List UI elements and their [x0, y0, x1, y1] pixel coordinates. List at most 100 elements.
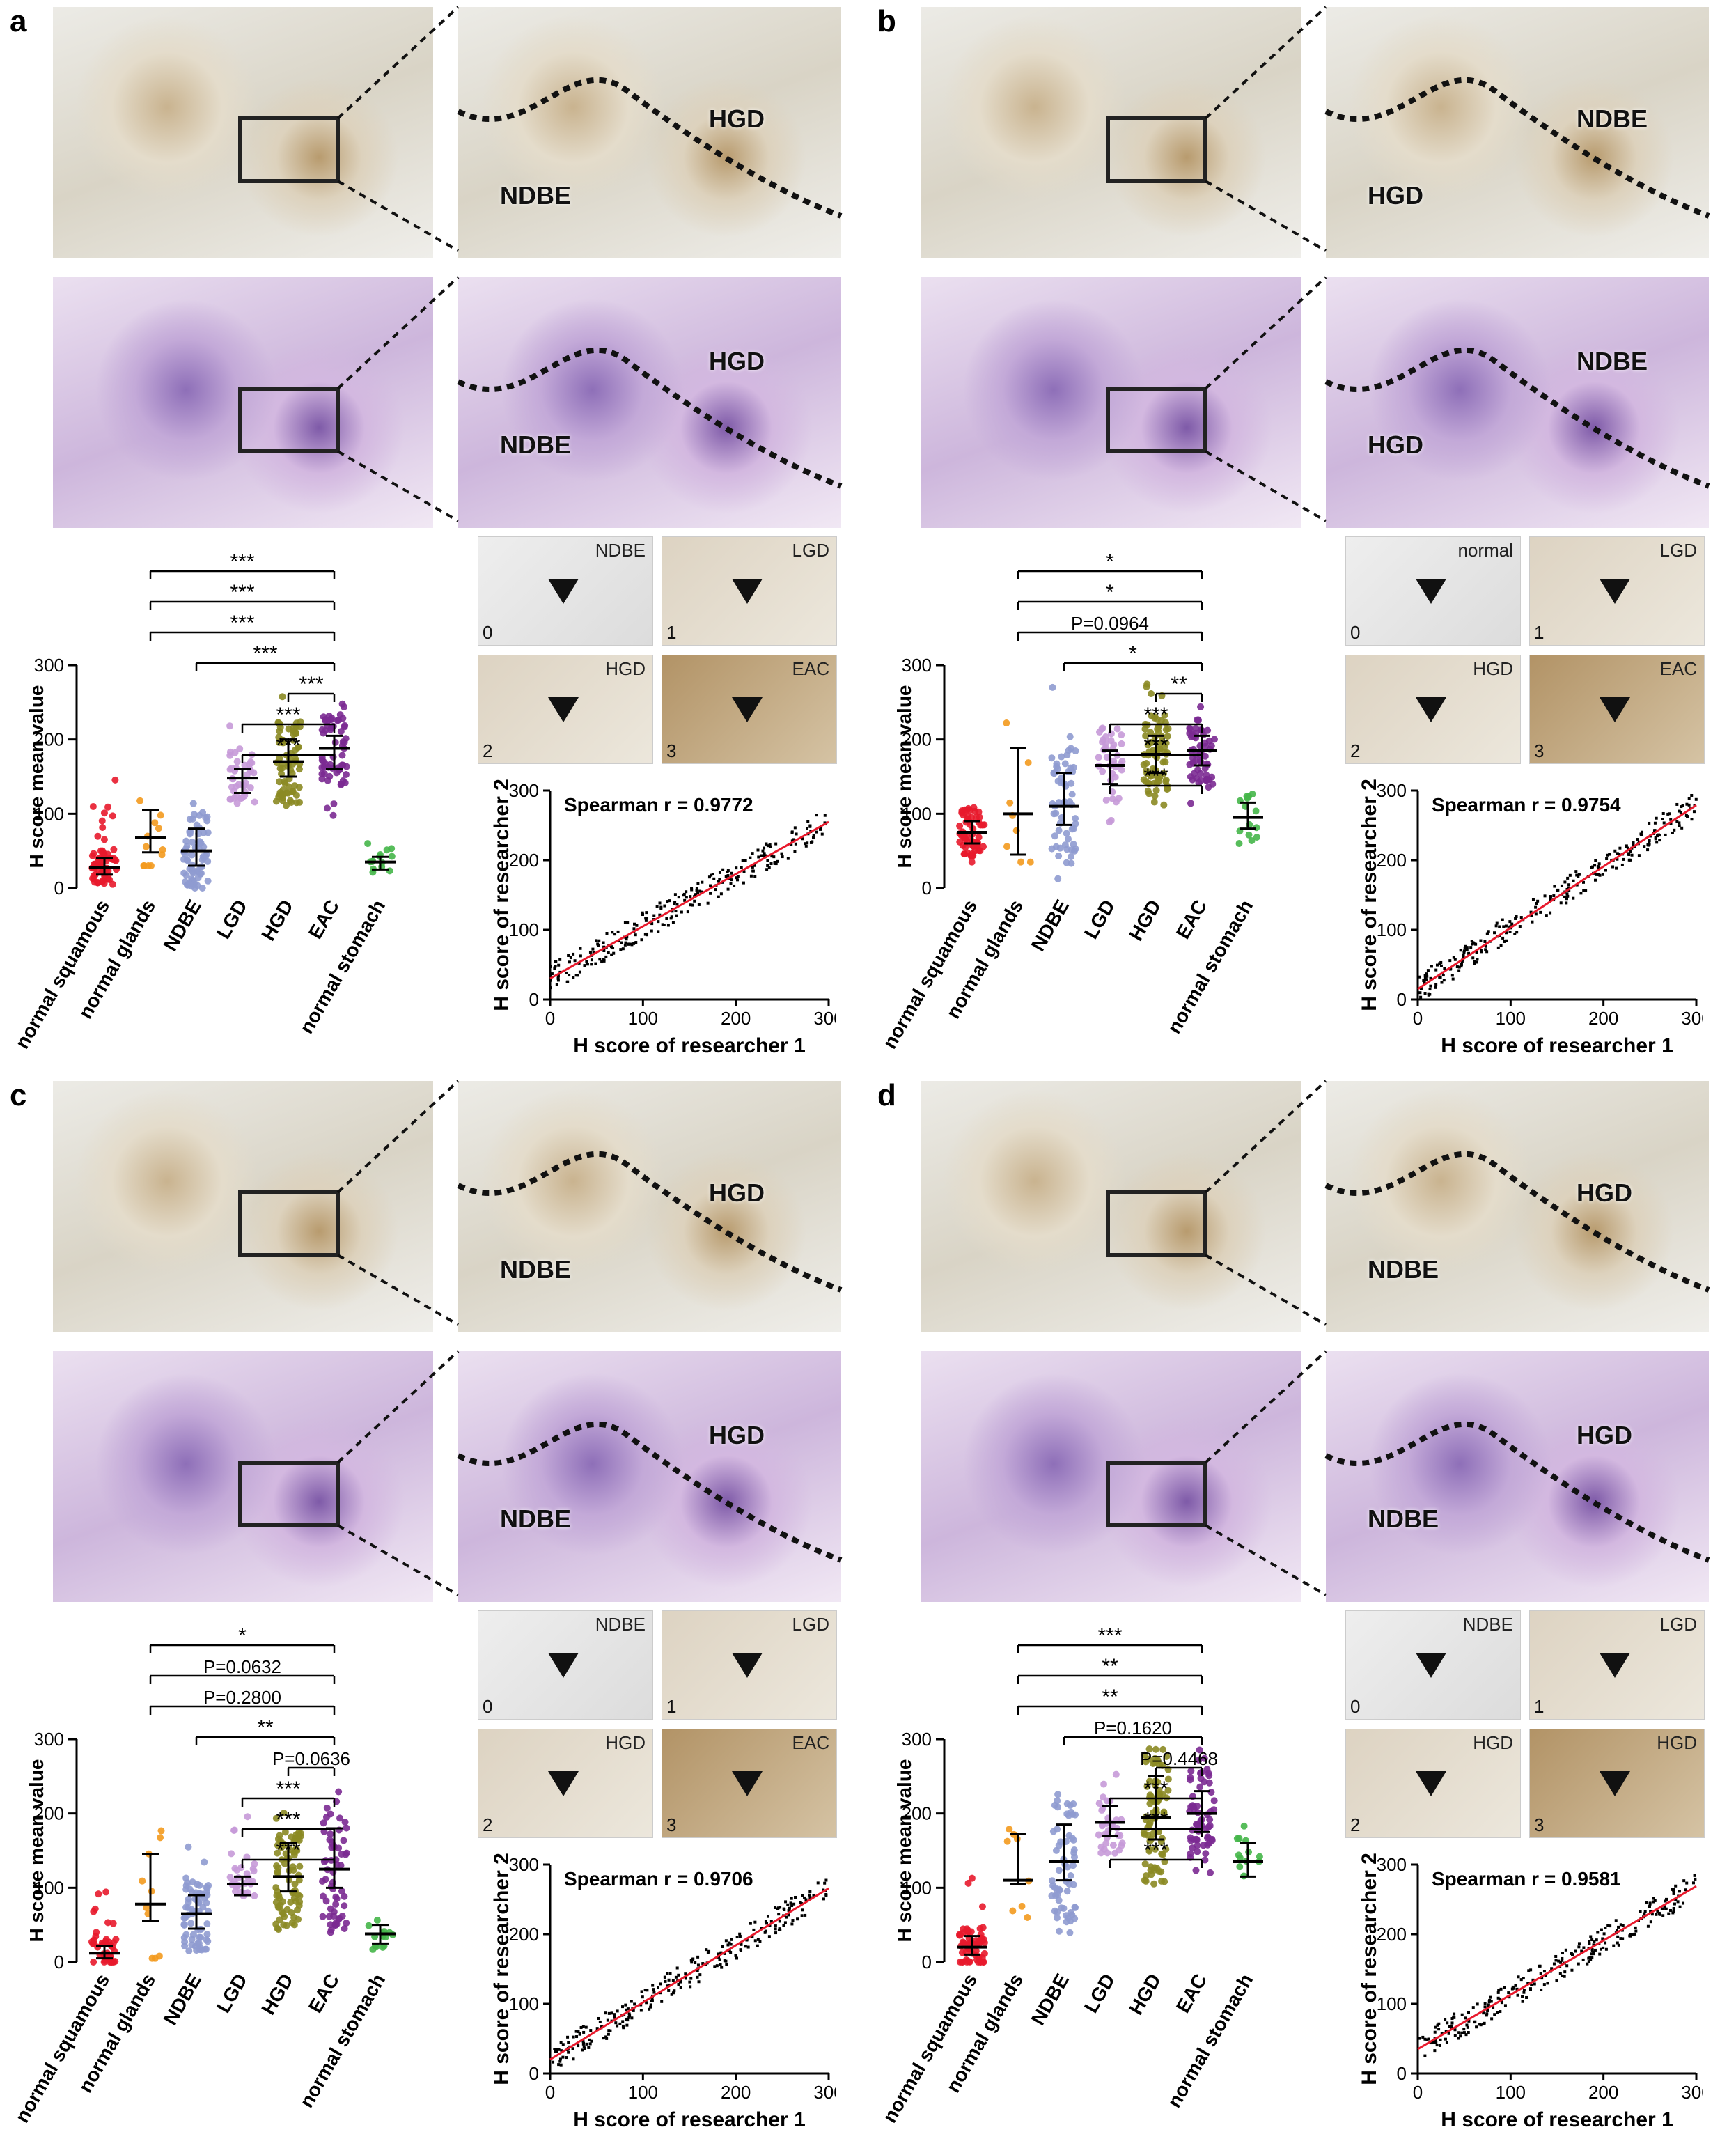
arrowhead-icon [1600, 1771, 1630, 1796]
data-point [673, 902, 676, 905]
data-point [1100, 1780, 1108, 1788]
data-point [812, 1894, 815, 1897]
data-point [584, 2025, 588, 2029]
data-point [574, 2030, 578, 2033]
data-point [1587, 1960, 1590, 1963]
data-point [89, 1940, 97, 1947]
tissue-label: HGD [1368, 181, 1423, 210]
data-point [1620, 863, 1624, 866]
data-point [1457, 2031, 1461, 2034]
group-6 [364, 840, 396, 876]
data-point [1476, 958, 1479, 961]
data-point [587, 2046, 591, 2049]
y-tick-label: 100 [1377, 1993, 1407, 2014]
data-point [1164, 1775, 1172, 1783]
data-point [629, 942, 632, 946]
data-point [718, 871, 721, 874]
data-point [1189, 1844, 1196, 1852]
data-point [776, 859, 779, 863]
data-point [1536, 899, 1540, 903]
data-point [182, 871, 190, 879]
data-point [766, 1915, 769, 1918]
panel-c: c HGD NDBE HGD NDBE NDBE 0 LGD 1 HGD 2 EAC 3 0 100 200 3… [0, 1074, 868, 2148]
data-point [1538, 1964, 1542, 1968]
data-point [1067, 853, 1074, 861]
data-point [579, 2025, 583, 2029]
data-point [1065, 835, 1072, 843]
data-point [605, 932, 609, 935]
data-point [1151, 792, 1159, 800]
data-point [597, 939, 601, 942]
data-point [1434, 986, 1437, 989]
data-point [769, 862, 773, 866]
data-point [1508, 920, 1512, 924]
data-point [272, 1814, 280, 1822]
data-point [241, 792, 249, 800]
data-point [276, 778, 283, 786]
data-point [1155, 727, 1162, 735]
data-point [677, 896, 680, 899]
data-point [1205, 1772, 1213, 1780]
significance-label: *** [230, 612, 254, 635]
data-point [1097, 1849, 1105, 1857]
data-point [819, 827, 822, 831]
data-point [740, 866, 743, 869]
data-point [1423, 2037, 1427, 2041]
data-point [1554, 1959, 1558, 1962]
data-point [290, 724, 297, 731]
data-point [1065, 1914, 1072, 1922]
data-point [1616, 1941, 1619, 1945]
data-point [1256, 1853, 1263, 1860]
data-point [1521, 1995, 1524, 1998]
data-point [1489, 2000, 1493, 2003]
data-point [650, 1997, 654, 2000]
data-point [1245, 831, 1253, 839]
grade-thumbnail-3: HGD 3 [1529, 1729, 1705, 1838]
significance-label: *** [276, 703, 300, 726]
data-point [1614, 1919, 1618, 1922]
data-point [1650, 1913, 1654, 1916]
data-point [1464, 944, 1467, 948]
data-point [1661, 811, 1665, 815]
data-point [373, 1916, 381, 1924]
data-point [598, 958, 602, 961]
data-point [709, 884, 712, 887]
data-point [388, 853, 396, 860]
significance-label: *** [276, 1777, 300, 1800]
data-point [801, 1908, 804, 1912]
data-point [1590, 1952, 1593, 1956]
data-point [730, 1938, 733, 1941]
data-point [292, 799, 300, 807]
data-point [1639, 1910, 1642, 1913]
data-point [1003, 719, 1010, 727]
data-point [186, 829, 194, 836]
data-point [717, 880, 720, 883]
data-point [1466, 2025, 1469, 2029]
data-point [1423, 992, 1427, 995]
data-point [620, 941, 623, 944]
x-tick-label: 100 [1496, 1008, 1526, 1029]
data-point [1572, 896, 1575, 900]
significance-label: *** [1143, 765, 1168, 788]
data-point [1595, 1938, 1598, 1942]
data-point [1519, 1978, 1523, 1982]
data-point [691, 903, 694, 907]
data-point [558, 958, 562, 961]
data-point [1467, 2011, 1471, 2014]
data-point [820, 832, 824, 836]
data-point [762, 854, 765, 857]
data-point [338, 752, 346, 759]
data-point [187, 1920, 195, 1927]
data-point [157, 811, 164, 819]
x-axis-label: H score of researcher 1 [1441, 1034, 1673, 1057]
ihc-overview-image [921, 7, 1301, 258]
data-point [1243, 793, 1251, 800]
data-point [1648, 839, 1651, 843]
data-point [685, 890, 688, 894]
thumbnail-label: EAC [792, 1732, 829, 1753]
data-point [1564, 1948, 1567, 1952]
data-point [1660, 1907, 1664, 1910]
data-point [1441, 974, 1445, 977]
data-point [1460, 2013, 1464, 2016]
data-point [696, 1955, 700, 1959]
